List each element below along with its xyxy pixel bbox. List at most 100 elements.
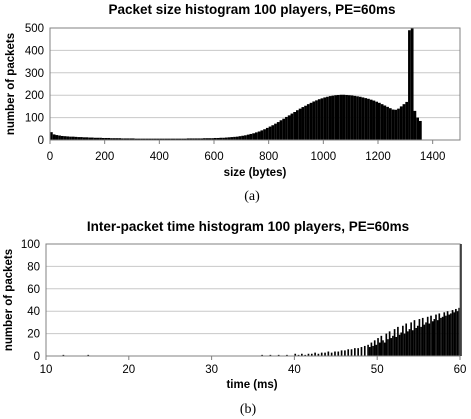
y-tick-label: 300 [25,68,44,80]
histogram-bar [104,137,108,140]
histogram-bar [85,137,89,140]
chart-b-title: Inter-packet time histogram 100 players,… [87,219,409,234]
histogram-bar [350,95,354,140]
histogram-bar [453,312,456,356]
histogram-bar [408,329,411,356]
histogram-bar [107,137,111,140]
histogram-bar [183,138,187,140]
chart-a-y-ticks: 0 100 200 300 400 500 [25,23,44,147]
histogram-bar [268,126,272,140]
histogram-bar [347,349,350,356]
histogram-bar [63,136,67,140]
histogram-bar [71,136,75,140]
histogram-bar [99,137,102,140]
histogram-bar [433,319,436,356]
histogram-bar [297,354,300,356]
histogram-bar [286,354,288,356]
histogram-bar [112,138,116,140]
histogram-bar [118,138,122,140]
histogram-bar [431,321,434,356]
histogram-bar [327,351,330,356]
histogram-bar [373,340,376,356]
chart-a-bars [50,28,422,141]
chart-b: Inter-packet time histogram 100 players,… [3,219,466,417]
histogram-bar [456,311,459,356]
histogram-bar [211,138,214,140]
chart-a-xlabel: size (bytes) [224,167,287,179]
histogram-bar [410,28,414,140]
histogram-bar [241,135,245,140]
histogram-bar [214,137,217,140]
histogram-bar [357,348,359,356]
histogram-bar [364,98,368,140]
x-tick-label: 1200 [365,151,391,163]
histogram-bar [279,120,283,140]
histogram-bar [227,137,231,140]
histogram-bar [294,353,297,356]
histogram-bar [276,122,280,140]
histogram-bar [189,138,193,140]
histogram-bar [460,244,462,356]
x-tick-label: 800 [259,151,278,163]
histogram-bar [328,96,332,140]
histogram-bar [413,110,417,140]
histogram-bar [445,315,447,356]
histogram-bar [82,137,86,140]
histogram-bar [372,345,374,356]
chart-a: Packet size histogram 100 players, PE=60… [5,2,461,204]
histogram-bar [416,325,419,356]
histogram-bar [203,138,206,140]
histogram-bar [62,354,65,356]
histogram-bar [261,354,263,356]
histogram-bar [392,335,394,356]
histogram-bar [360,347,363,356]
histogram-bar [306,104,310,140]
histogram-bar [380,335,383,356]
histogram-bar [398,334,401,356]
histogram-bar [337,351,340,356]
histogram-bar [265,127,269,140]
histogram-bar [314,352,316,356]
histogram-bar [293,112,296,140]
histogram-bar [244,135,247,140]
histogram-bar [153,138,157,140]
x-tick-label: 20 [122,364,135,376]
histogram-bar [233,136,236,140]
histogram-bar [421,317,424,356]
chart-a-title: Packet size histogram 100 players, PE=60… [108,2,395,17]
histogram-bar [263,129,266,140]
histogram-bar [148,138,152,140]
histogram-bar [96,137,100,140]
histogram-bar [58,135,61,140]
x-tick-label: 60 [454,364,467,376]
histogram-bar [298,108,302,140]
x-tick-label: 10 [40,364,53,376]
histogram-bar [435,314,437,356]
histogram-bar [375,101,378,140]
histogram-bar [407,331,409,356]
histogram-bar [156,138,160,140]
histogram-bar [383,342,386,356]
histogram-bar [222,137,225,140]
histogram-bar [145,138,149,140]
histogram-bar [315,100,318,140]
histogram-bar [238,136,242,140]
histogram-bar [287,115,291,140]
histogram-bar [249,133,253,140]
histogram-bar [121,138,124,140]
histogram-bar [271,125,275,140]
chart-a-caption: (a) [244,189,260,204]
histogram-bar [446,311,449,356]
histogram-bar [162,138,165,140]
histogram-bar [255,132,258,140]
histogram-bar [405,101,409,140]
histogram-bar [377,338,379,356]
histogram-bar [411,330,414,356]
histogram-bar [324,352,326,356]
histogram-bar [175,138,179,140]
chart-b-bars [62,244,462,356]
histogram-bar [397,326,399,356]
histogram-bar [260,130,264,140]
y-tick-label: 100 [25,113,44,125]
histogram-bar [200,138,204,140]
